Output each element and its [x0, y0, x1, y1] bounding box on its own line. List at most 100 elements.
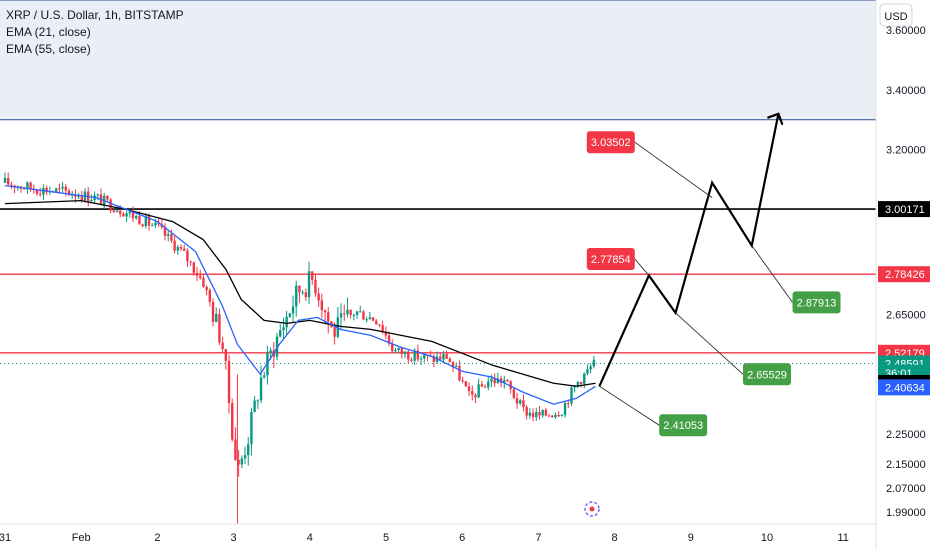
- callout-label-4: 2.41053: [663, 420, 703, 432]
- candle-body: [535, 411, 538, 418]
- candle-body: [58, 188, 61, 190]
- candle-body: [352, 315, 356, 317]
- candle-body: [336, 317, 340, 337]
- candle-body: [346, 309, 349, 315]
- candle-body: [96, 194, 100, 196]
- candle-body: [515, 398, 519, 404]
- callout-box-1: [586, 248, 635, 271]
- x-tick-7: 7: [535, 532, 541, 544]
- idea-icon-ring: [584, 501, 600, 517]
- callout-label-1: 2.77854: [591, 254, 631, 266]
- candle-body: [147, 216, 151, 226]
- y-tick-7: 1.99000: [886, 507, 926, 519]
- candle-body: [419, 358, 423, 360]
- candle-body: [525, 406, 528, 416]
- candle-body: [458, 365, 461, 381]
- candle-body: [128, 211, 132, 214]
- candle-body: [378, 324, 381, 326]
- candle-body: [327, 312, 330, 322]
- candle-body: [583, 373, 586, 385]
- projection-path: [598, 113, 780, 387]
- candle-body: [528, 412, 532, 416]
- candle-body: [77, 196, 80, 198]
- x-tick-11: 11: [837, 532, 848, 544]
- candle-body: [490, 378, 493, 382]
- candle-body: [355, 311, 359, 316]
- candle-body: [538, 411, 541, 416]
- candle-body: [141, 224, 144, 227]
- idea-icon: [584, 501, 600, 517]
- candle-body: [592, 359, 596, 367]
- candle-body: [288, 313, 292, 317]
- candle-body: [61, 186, 64, 189]
- candle-body: [138, 216, 141, 225]
- candle-body: [237, 459, 240, 465]
- candle-body: [407, 351, 410, 360]
- candle-body: [39, 193, 42, 195]
- candle-body: [247, 444, 250, 456]
- x-tick-5: 5: [383, 532, 389, 544]
- candle-body: [579, 381, 583, 385]
- candle-body: [311, 271, 314, 280]
- candle-body: [567, 403, 570, 405]
- candle-body: [509, 381, 512, 390]
- x-tick-10: 10: [761, 532, 773, 544]
- x-tick-9: 9: [688, 532, 694, 544]
- candle-body: [503, 380, 506, 383]
- candle-body: [375, 320, 378, 325]
- candle-body: [109, 199, 112, 211]
- candle-body: [531, 412, 535, 418]
- candle-body: [323, 310, 327, 313]
- candle-body: [339, 313, 343, 318]
- candle-body: [349, 309, 352, 316]
- x-tick-2: 2: [154, 532, 160, 544]
- candle-body: [387, 335, 391, 344]
- candle-body: [64, 186, 68, 191]
- candle-body: [384, 331, 388, 336]
- candle-body: [464, 381, 468, 387]
- candle-body: [285, 316, 288, 328]
- candle-body: [477, 384, 480, 398]
- level-badge-1-text: 2.78426: [885, 269, 925, 281]
- candle-body: [365, 319, 368, 321]
- candle-body: [80, 196, 84, 201]
- candle-body: [557, 415, 560, 417]
- chart-legend: XRP / U.S. Dollar, 1h, BITSTAMP EMA (21,…: [6, 7, 184, 58]
- candle-body: [480, 384, 484, 387]
- candle-body: [208, 290, 212, 302]
- candle-body: [55, 188, 58, 192]
- candle-body: [461, 380, 464, 382]
- callout-connector-3: [675, 312, 744, 375]
- candle-body: [471, 391, 474, 395]
- candle-body: [279, 330, 282, 337]
- callout-box-2: [792, 291, 841, 314]
- candle-body: [474, 394, 477, 398]
- candle-body: [442, 354, 445, 360]
- y-tick-1: 3.40000: [886, 85, 926, 97]
- candle-body: [135, 216, 138, 219]
- candle-body: [23, 188, 26, 190]
- level-badge-1-bg: [878, 266, 930, 283]
- candle-body: [371, 317, 375, 321]
- candle-body: [211, 301, 215, 322]
- candle-body: [551, 415, 554, 418]
- currency-button[interactable]: USD: [879, 3, 913, 27]
- candle-body: [362, 311, 365, 320]
- y-tick-4: 2.25000: [886, 429, 926, 441]
- y-tick-0: 3.60000: [886, 25, 926, 37]
- candle-body: [522, 400, 525, 407]
- candle-body: [343, 313, 346, 315]
- candle-body: [410, 359, 413, 361]
- ema55-line: [4, 199, 596, 387]
- y-tick-3: 2.65000: [886, 309, 926, 321]
- candle-body: [10, 184, 13, 186]
- ema-slow-label: EMA (55, close): [6, 42, 91, 56]
- callout-connector-1: [634, 258, 650, 276]
- x-tick-4: 4: [307, 532, 313, 544]
- candle-body: [496, 378, 500, 384]
- candle-body: [115, 210, 119, 212]
- candle-body: [589, 366, 592, 370]
- candle-body: [186, 250, 189, 262]
